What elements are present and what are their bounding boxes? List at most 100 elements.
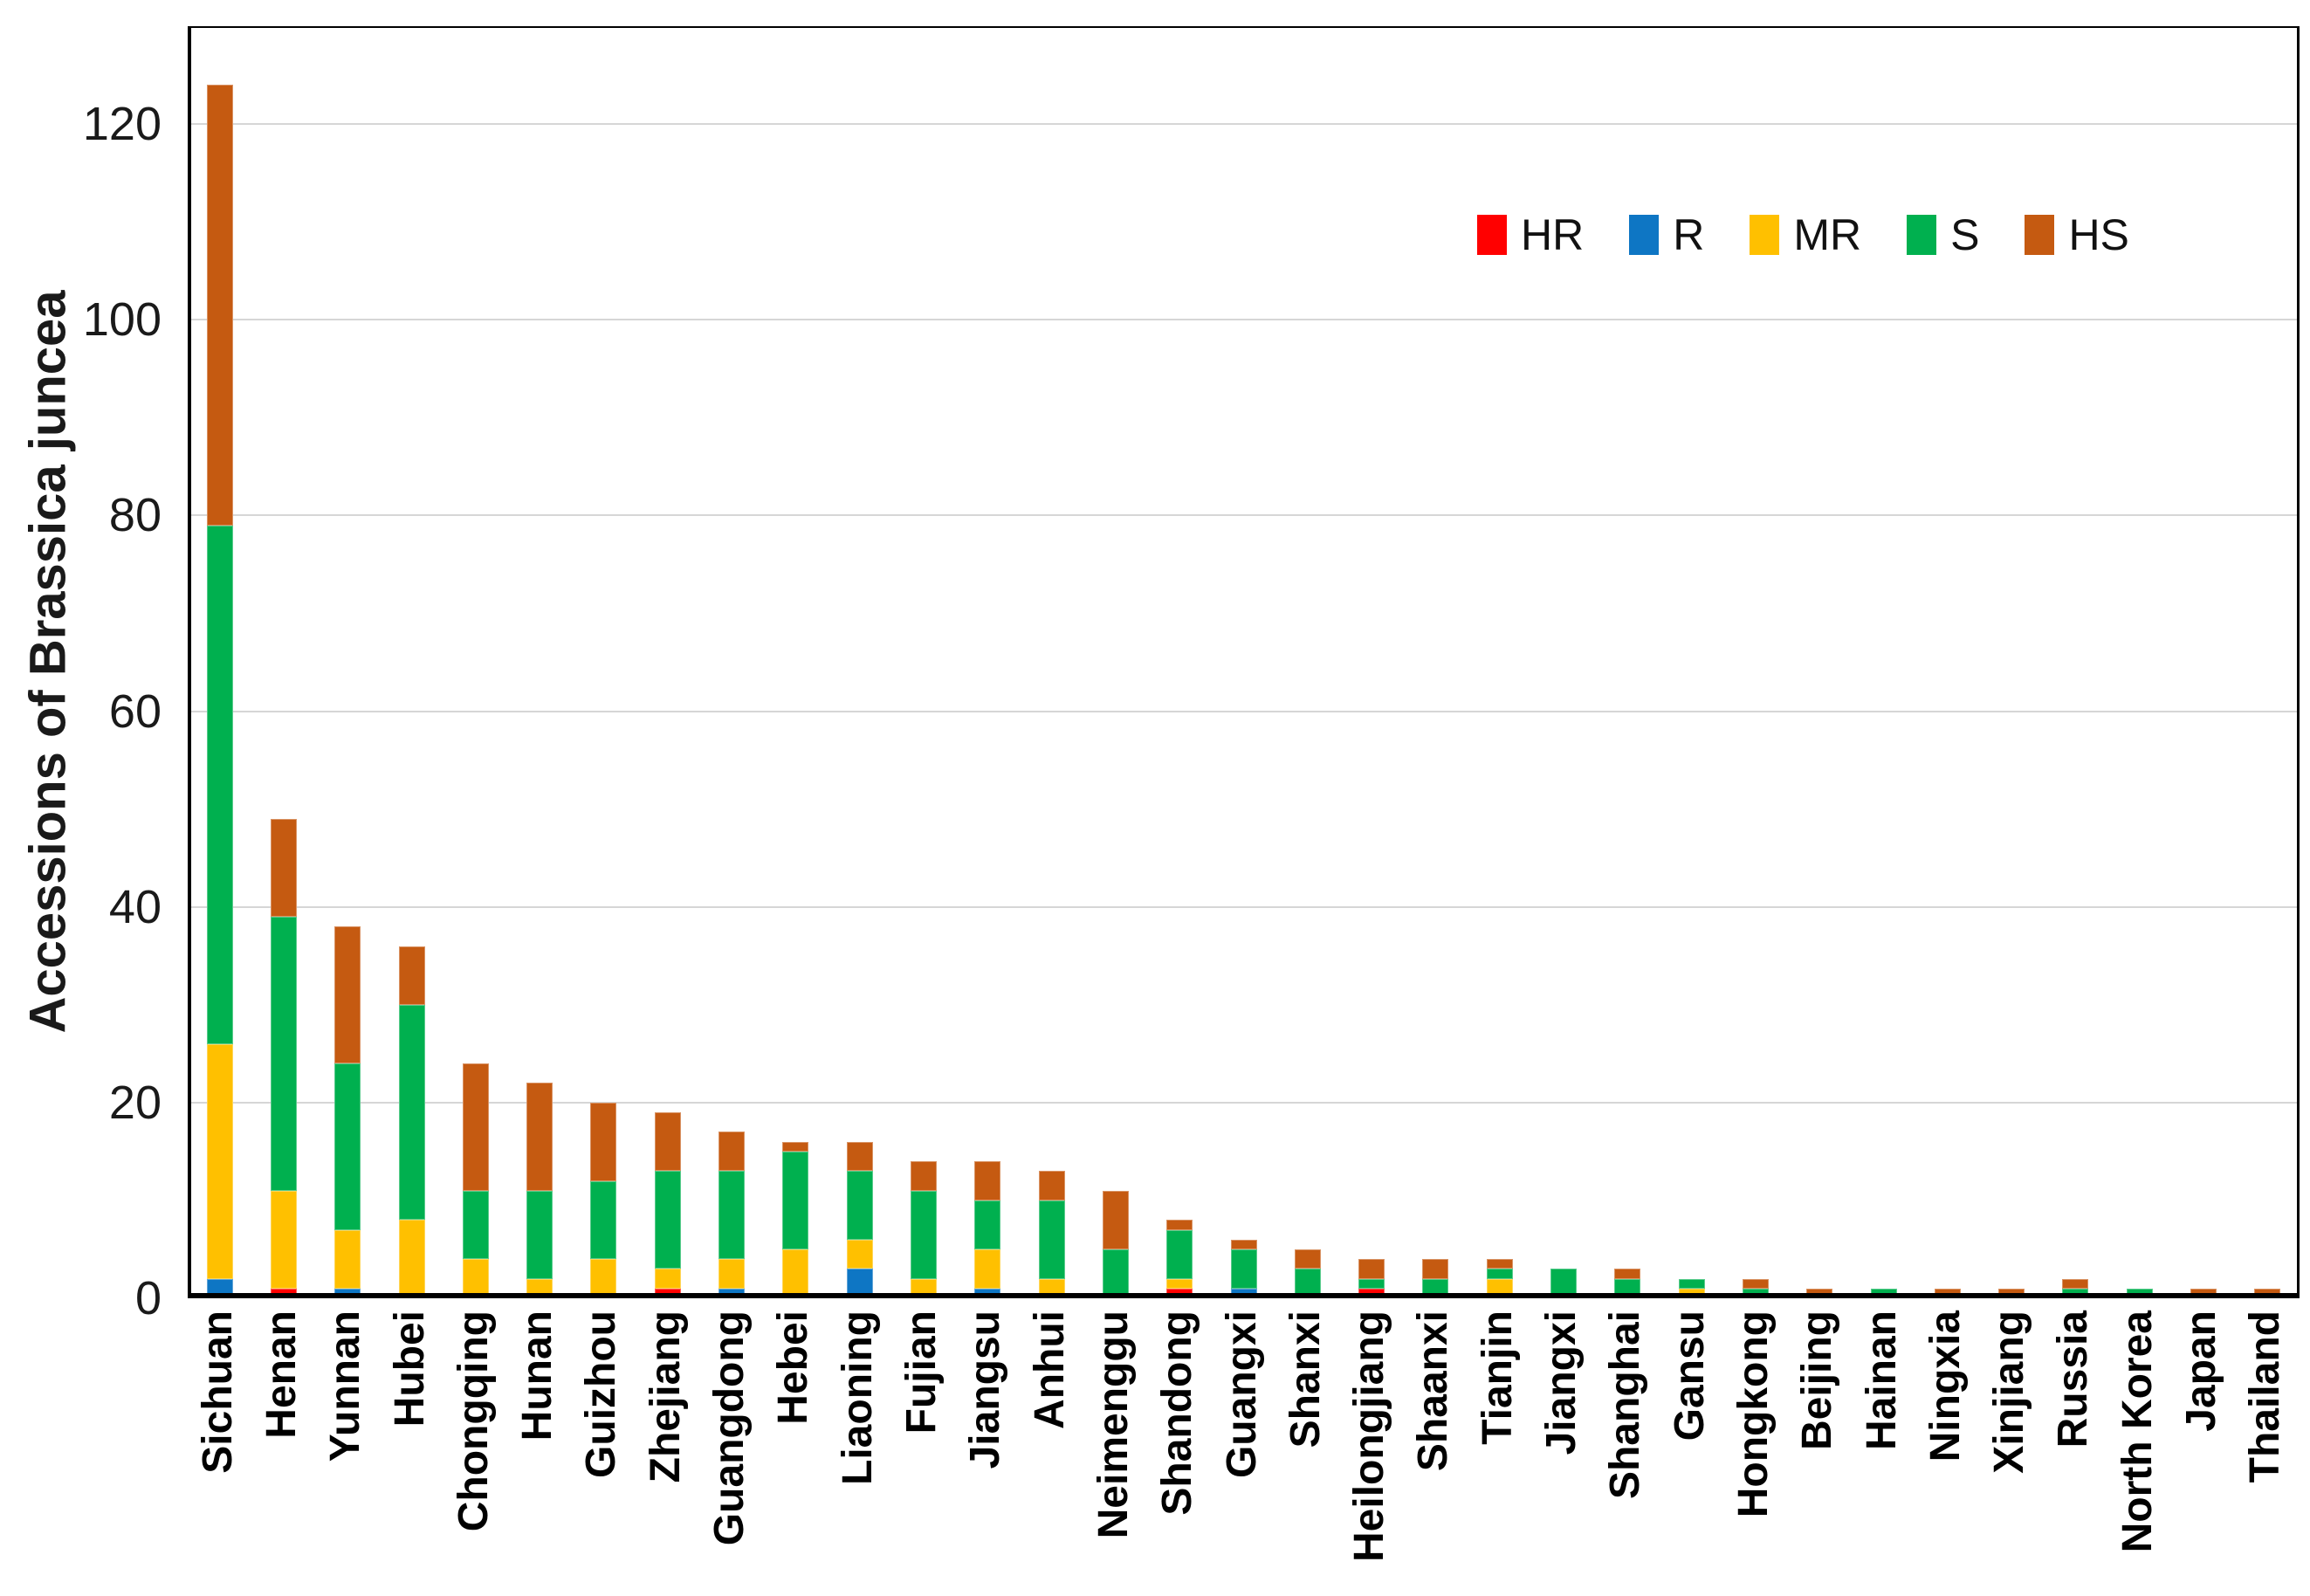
bar-segment-s-anhui xyxy=(1038,1200,1065,1279)
legend-label: MR xyxy=(1793,210,1862,259)
bar-segment-s-hongkong xyxy=(1742,1288,1769,1298)
y-tick-label: 100 xyxy=(82,293,162,347)
x-tick-label: Hongkong xyxy=(1729,1311,1777,1518)
legend-item-hs: HS xyxy=(2025,210,2129,260)
x-tick-label: Chongqing xyxy=(450,1311,497,1532)
bar-segment-s-shandong xyxy=(1166,1229,1193,1279)
bar-segment-mr-tianjin xyxy=(1486,1278,1513,1298)
bar-segment-mr-hunan xyxy=(526,1278,553,1298)
bar-segment-hs-guizhou xyxy=(590,1102,617,1181)
bar-segment-r-guangxi xyxy=(1230,1288,1257,1298)
bar-segment-hs-fujian xyxy=(910,1161,937,1191)
y-tick-label: 120 xyxy=(82,98,162,151)
x-tick-label: Guangdong xyxy=(706,1311,753,1546)
bar-segment-mr-hebei xyxy=(782,1249,809,1298)
x-tick-label: Beijing xyxy=(1794,1311,1841,1451)
bar-segment-r-jiangsu xyxy=(974,1288,1001,1298)
gridline xyxy=(188,1101,2300,1104)
bar-segment-mr-guangdong xyxy=(718,1259,746,1289)
bar-segment-s-hubei xyxy=(398,1004,425,1221)
bar-segment-hs-shaanxi xyxy=(1422,1259,1449,1279)
bar-segment-s-heilongjiang xyxy=(1358,1278,1385,1289)
bar-segment-hs-tianjin xyxy=(1486,1259,1513,1269)
x-tick-label: Guizhou xyxy=(578,1311,625,1478)
bar-segment-hs-hebei xyxy=(782,1141,809,1152)
x-tick-label: Fujian xyxy=(897,1311,945,1434)
x-tick-label: Sichuan xyxy=(194,1311,241,1474)
x-tick-label: Hainan xyxy=(1858,1311,1905,1451)
legend-item-mr: MR xyxy=(1750,210,1861,260)
bar-segment-s-guangdong xyxy=(718,1171,746,1260)
legend-label: S xyxy=(1950,210,1980,259)
bar-segment-mr-yunnan xyxy=(334,1229,361,1289)
bar-segment-s-jiangsu xyxy=(974,1200,1001,1249)
gridline xyxy=(188,905,2300,908)
y-tick-label: 60 xyxy=(108,684,162,738)
bar-segment-hs-japan xyxy=(2190,1288,2217,1298)
bar-segment-hs-guangxi xyxy=(1230,1239,1257,1249)
x-tick-label: Ningxia xyxy=(1922,1311,1969,1462)
x-tick-label: Shanghai xyxy=(1602,1311,1649,1500)
bar-segment-r-guangdong xyxy=(718,1288,746,1298)
legend-item-s: S xyxy=(1907,210,1979,260)
x-tick-label: Japan xyxy=(2178,1311,2225,1432)
x-tick-label: Shanxi xyxy=(1282,1311,1329,1448)
legend-item-r: R xyxy=(1629,210,1704,260)
bar-segment-hs-yunnan xyxy=(334,926,361,1064)
legend-item-hr: HR xyxy=(1477,210,1584,260)
bar-segment-hs-zhejiang xyxy=(654,1112,681,1172)
bar-segment-mr-liaoning xyxy=(846,1239,873,1269)
bar-segment-s-henan xyxy=(270,916,297,1191)
bar-segment-hs-jiangsu xyxy=(974,1161,1001,1200)
legend-label: R xyxy=(1673,210,1705,259)
bar-segment-mr-jiangsu xyxy=(974,1249,1001,1289)
bar-segment-s-guangxi xyxy=(1230,1249,1257,1289)
bar-segment-hs-beijing xyxy=(1806,1288,1833,1298)
bar-segment-s-liaoning xyxy=(846,1171,873,1240)
x-tick-label: Shaanxi xyxy=(1410,1311,1457,1472)
bar-segment-s-shanghai xyxy=(1614,1278,1641,1298)
bar-segment-hs-shanxi xyxy=(1294,1249,1321,1269)
bar-segment-hs-hunan xyxy=(526,1083,553,1191)
bar-segment-s-neimenggu xyxy=(1102,1249,1129,1298)
bar-segment-s-guizhou xyxy=(590,1180,617,1260)
bar-segment-s-north-korea xyxy=(2126,1288,2153,1298)
legend-label: HS xyxy=(2068,210,2129,259)
x-tick-label: Guangxi xyxy=(1218,1311,1265,1479)
bar-segment-hs-xinjiang xyxy=(1998,1288,2025,1298)
bar-segment-hs-hongkong xyxy=(1742,1278,1769,1289)
bar-segment-r-liaoning xyxy=(846,1269,873,1298)
bar-segment-mr-chongqing xyxy=(462,1259,489,1298)
gridline xyxy=(188,710,2300,712)
bar-segment-hs-hubei xyxy=(398,946,425,1005)
x-tick-label: Hebei xyxy=(770,1311,817,1425)
bar-segment-s-russia xyxy=(2062,1288,2089,1298)
bar-segment-mr-guizhou xyxy=(590,1259,617,1298)
x-tick-label: Hubei xyxy=(386,1311,433,1427)
x-tick-label: Shandong xyxy=(1154,1311,1201,1516)
x-tick-label: Heilongjiang xyxy=(1346,1311,1393,1562)
bar-segment-hs-neimenggu xyxy=(1102,1190,1129,1249)
bar-segment-mr-gansu xyxy=(1678,1288,1705,1298)
bar-segment-hr-zhejiang xyxy=(654,1288,681,1298)
bar-segment-mr-shandong xyxy=(1166,1278,1193,1289)
legend-swatch-s xyxy=(1907,215,1937,255)
bar-segment-hs-shandong xyxy=(1166,1220,1193,1230)
x-tick-label: Jiangsu xyxy=(962,1311,1009,1469)
bar-segment-s-gansu xyxy=(1678,1278,1705,1289)
gridline xyxy=(188,123,2300,126)
bar-segment-s-shaanxi xyxy=(1422,1278,1449,1298)
bar-segment-r-sichuan xyxy=(206,1278,233,1298)
bar-segment-s-hainan xyxy=(1870,1288,1897,1298)
bar-segment-s-zhejiang xyxy=(654,1171,681,1269)
bar-segment-mr-sichuan xyxy=(206,1043,233,1279)
bar-segment-hs-heilongjiang xyxy=(1358,1259,1385,1279)
x-tick-label: Liaoning xyxy=(834,1311,881,1485)
x-tick-label: Henan xyxy=(258,1311,305,1439)
bar-segment-s-yunnan xyxy=(334,1063,361,1230)
x-tick-label: Zhejiang xyxy=(642,1311,689,1483)
bar-segment-mr-henan xyxy=(270,1190,297,1289)
bar-segment-s-shanxi xyxy=(1294,1269,1321,1298)
bar-segment-hs-ningxia xyxy=(1934,1288,1961,1298)
x-tick-label: Yunnan xyxy=(322,1311,369,1462)
